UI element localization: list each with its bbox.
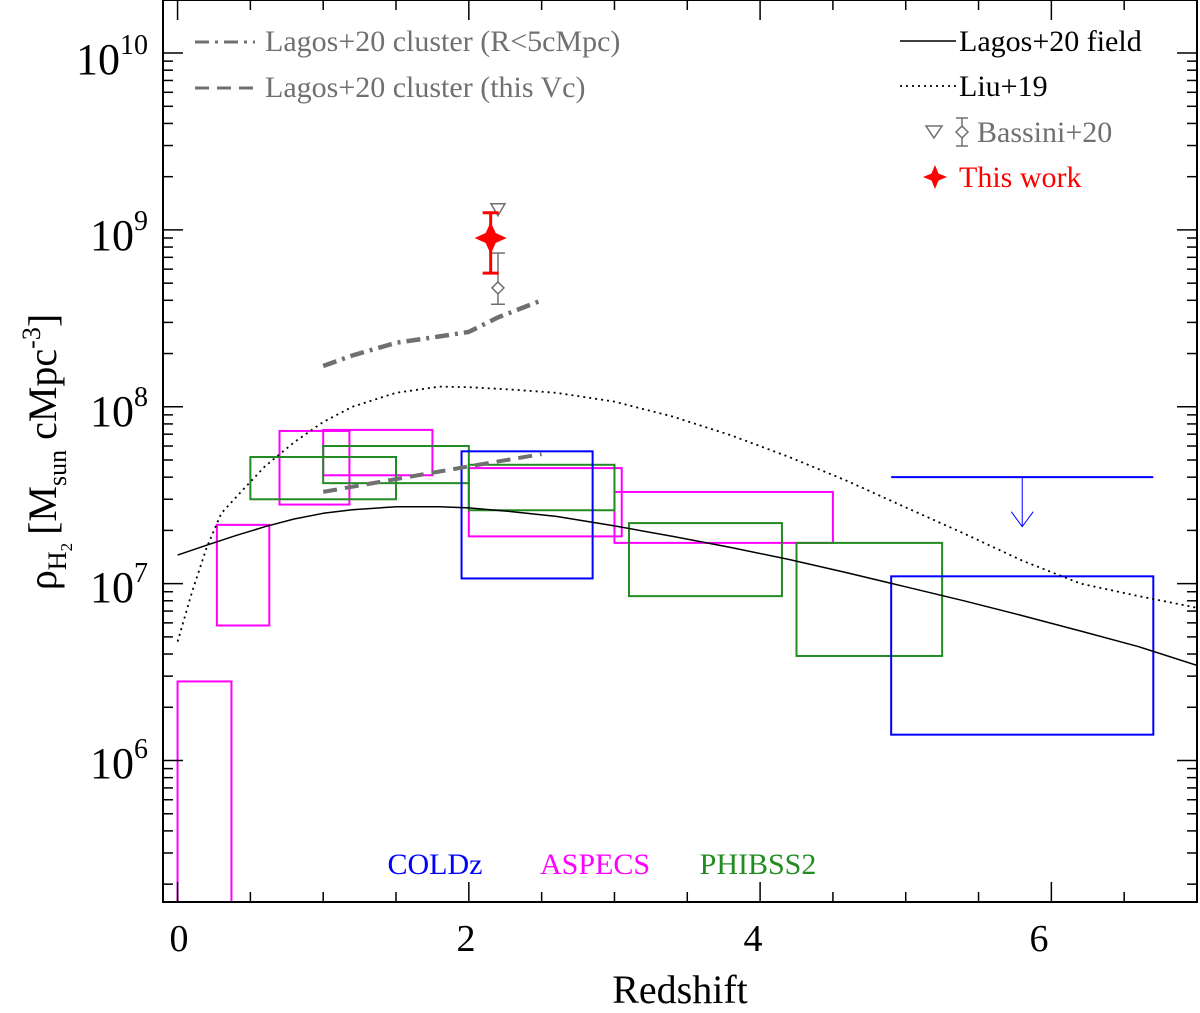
y-axis-rho: ρ xyxy=(20,570,65,590)
plot-frame xyxy=(162,0,1198,903)
x-axis-title: Redshift xyxy=(612,967,748,1012)
y-tick-label-1e7: 107 xyxy=(90,558,148,612)
series-lagos-20-cluster-this-vc- xyxy=(322,452,542,494)
box-coldz-11 xyxy=(460,450,594,580)
box-coldz-12 xyxy=(890,575,1155,736)
y-tick-base-1e6: 10 xyxy=(90,739,134,788)
y-tick-label-1e8: 108 xyxy=(90,382,148,436)
x-tick-label-0: 0 xyxy=(170,918,189,960)
y-tick-exp-1e10: 10 xyxy=(120,30,148,61)
legend-marker-this-work xyxy=(923,165,947,189)
survey-label-aspecs: ASPECS xyxy=(540,848,650,881)
plot-area xyxy=(176,203,1197,902)
y-axis-open: [M xyxy=(20,486,65,535)
y-tick-base-1e8: 10 xyxy=(90,387,134,436)
y-axis-title: ρH2 [Msun cMpc-3] xyxy=(17,314,76,590)
y-axis-sub2: 2 xyxy=(57,543,76,552)
y-tick-label-1e9: 109 xyxy=(90,206,148,260)
box-aspecs-5 xyxy=(613,490,834,544)
legend-label-lagos-field: Lagos+20 field xyxy=(959,25,1142,58)
y-tick-exp-1e8: 8 xyxy=(134,382,148,413)
bassini-point xyxy=(490,280,506,295)
y-tick-label-1e10: 1010 xyxy=(76,30,148,84)
legend-label-liu19: Liu+19 xyxy=(959,70,1048,103)
survey-label-phibss2: PHIBSS2 xyxy=(700,848,817,881)
legend: Lagos+20 cluster (R<5cMpc) Lagos+20 clus… xyxy=(195,25,1142,194)
axis-ticks xyxy=(163,0,1198,902)
legend-marker-bassini xyxy=(924,117,970,147)
series-liu-19 xyxy=(176,385,1197,642)
y-axis-close: ] xyxy=(20,314,65,327)
y-tick-base-1e10: 10 xyxy=(76,35,120,84)
y-tick-exp-1e9: 9 xyxy=(134,206,148,237)
y-tick-exp-1e7: 7 xyxy=(134,558,148,589)
box-phibss2-8 xyxy=(467,463,616,512)
y-axis-sub: H xyxy=(43,551,72,570)
series-lagos-20-cluster-r-5cmpc- xyxy=(322,298,543,369)
x-tick-labels: 0 2 4 6 xyxy=(170,918,1049,960)
box-phibss2-9 xyxy=(628,522,783,598)
upper-limit-arrow-head xyxy=(1010,511,1034,528)
survey-labels: COLDz ASPECS PHIBSS2 xyxy=(388,848,817,881)
box-aspecs-0 xyxy=(176,680,233,902)
bassini-upper-limit xyxy=(489,203,507,218)
legend-label-bassini: Bassini+20 xyxy=(977,116,1112,149)
legend-label-lagos-cluster-r5: Lagos+20 cluster (R<5cMpc) xyxy=(265,25,620,58)
y-tick-base-1e7: 10 xyxy=(90,563,134,612)
survey-label-coldz: COLDz xyxy=(388,848,483,881)
y-axis-exp: -3 xyxy=(17,327,46,349)
x-tick-label-2: 2 xyxy=(457,918,476,960)
legend-label-lagos-cluster-vc: Lagos+20 cluster (this Vc) xyxy=(265,71,585,104)
y-tick-label-1e6: 106 xyxy=(90,734,148,788)
box-aspecs-1 xyxy=(215,523,271,627)
series-lagos-20-field xyxy=(177,506,1197,667)
y-tick-base-1e9: 10 xyxy=(90,211,134,260)
box-aspecs-2 xyxy=(278,429,351,506)
x-tick-label-6: 6 xyxy=(1030,918,1049,960)
box-phibss2-10 xyxy=(795,541,944,657)
y-tick-labels: 106 107 108 109 1010 xyxy=(76,30,148,788)
x-tick-label-4: 4 xyxy=(744,918,763,960)
legend-label-this-work: This work xyxy=(959,161,1082,194)
y-axis-unit: cMpc xyxy=(20,349,65,440)
this-work-point xyxy=(474,222,507,255)
y-tick-exp-1e6: 6 xyxy=(134,734,148,765)
y-axis-msun: sun xyxy=(43,450,72,486)
